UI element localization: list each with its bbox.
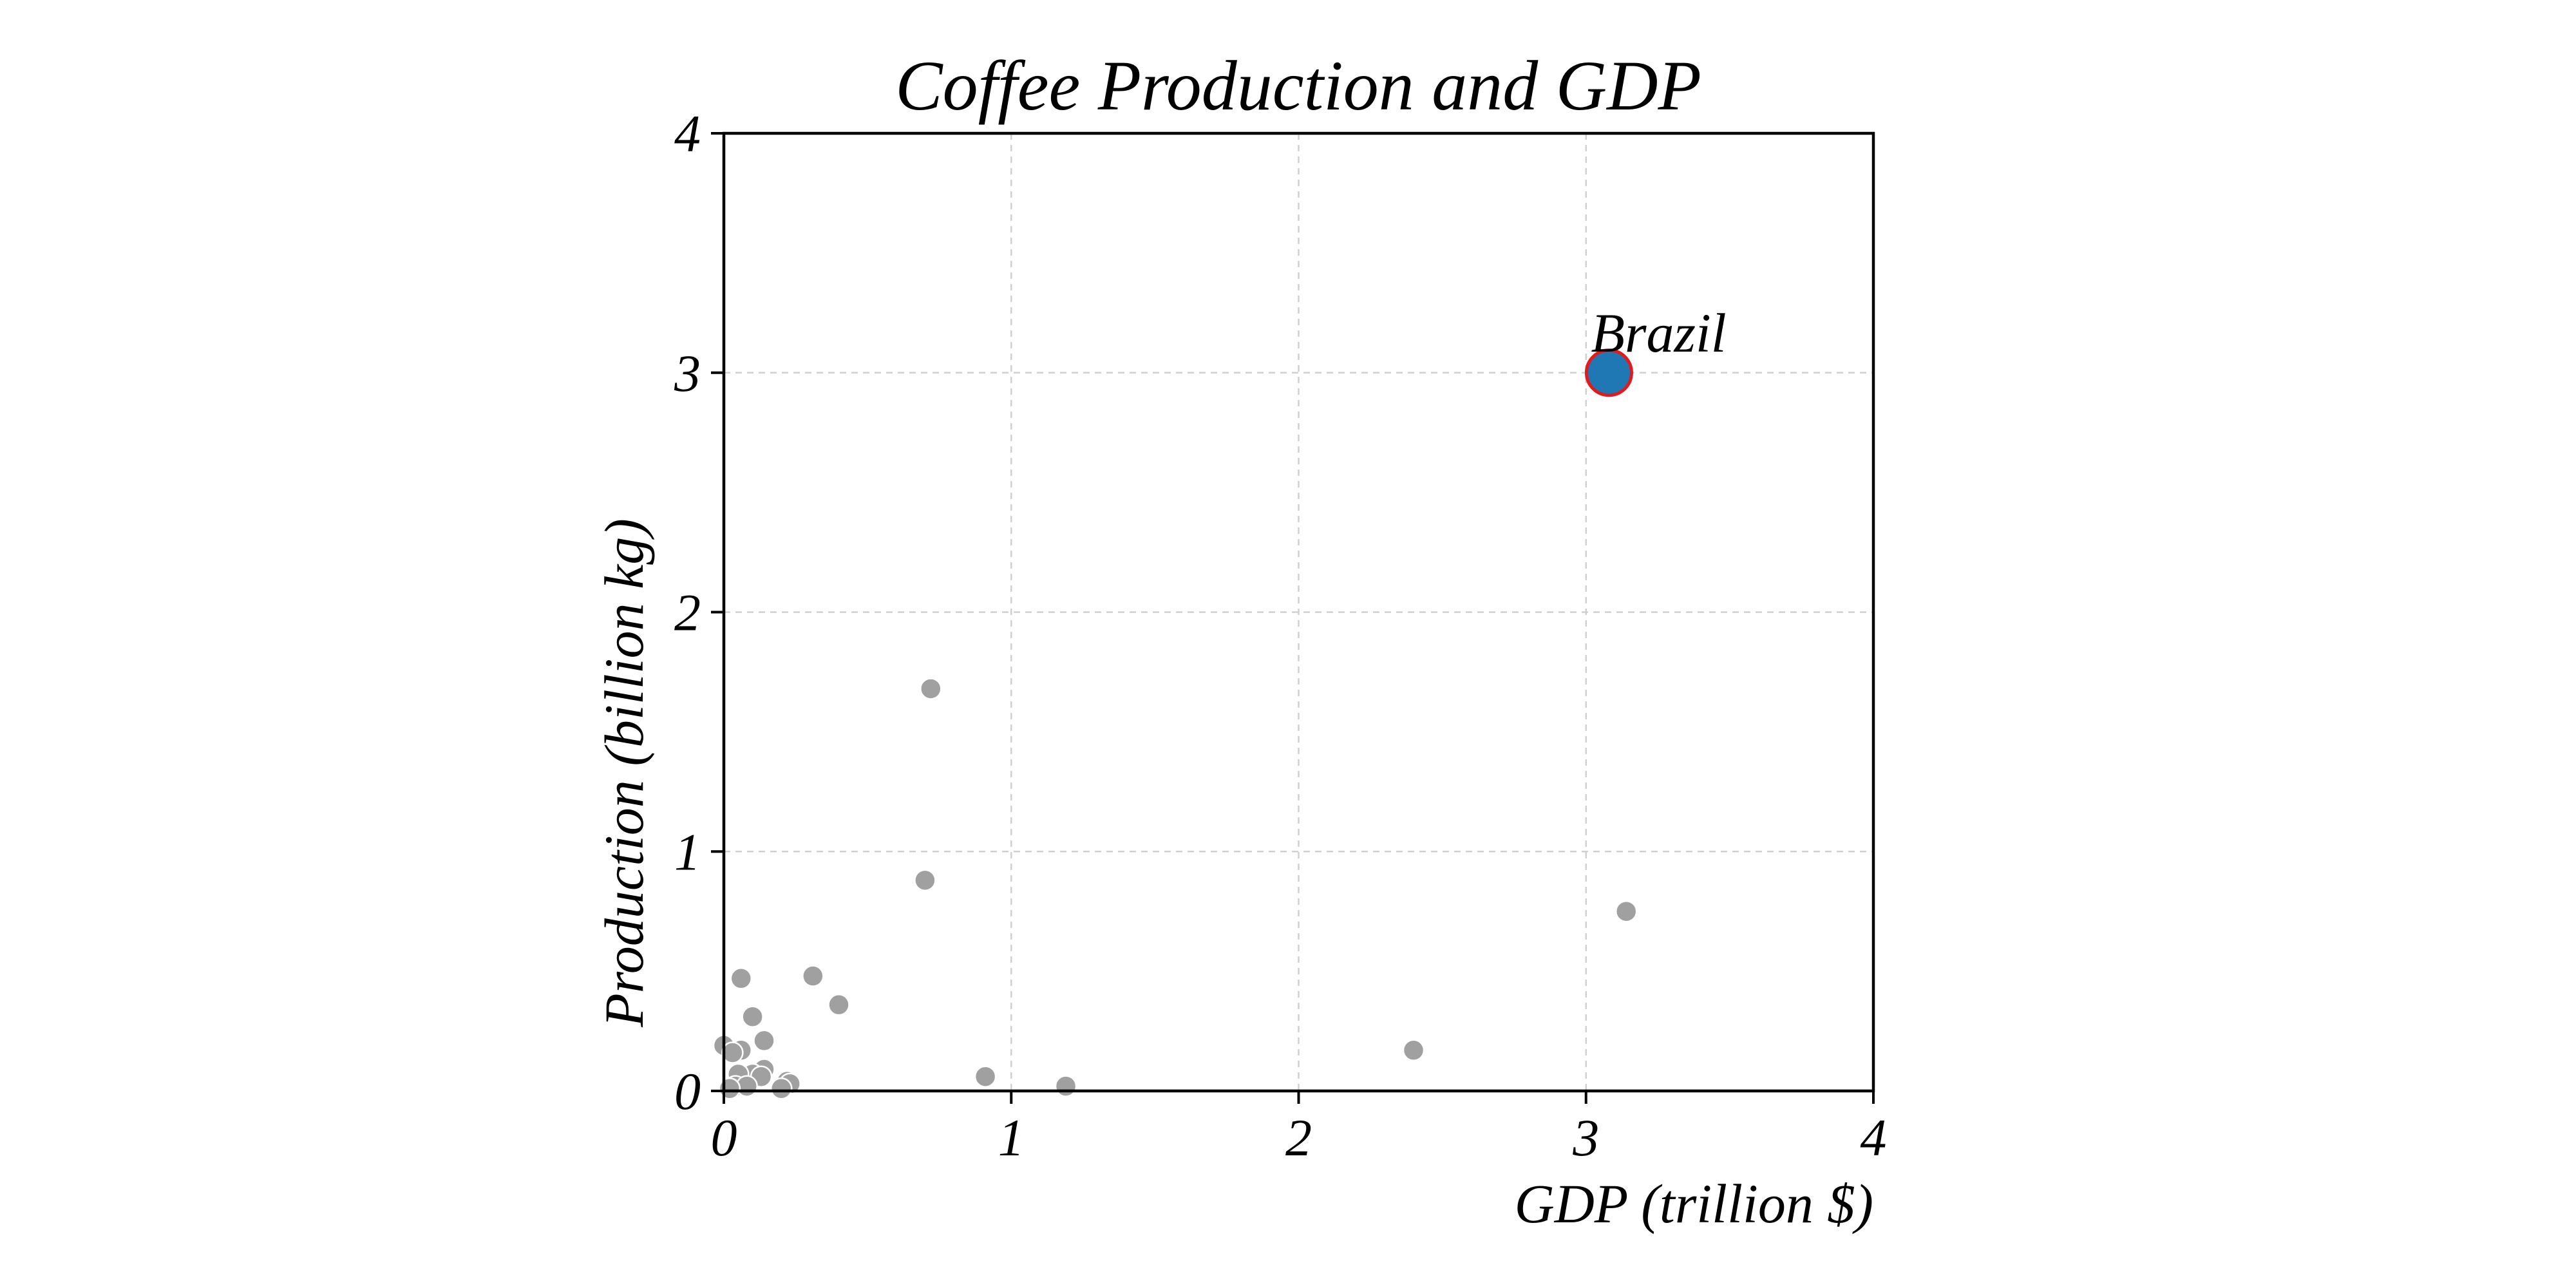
chart-title: Coffee Production and GDP	[895, 46, 1701, 125]
x-tick-label: 3	[1572, 1108, 1599, 1167]
data-point	[741, 1005, 764, 1028]
data-point	[1054, 1075, 1077, 1097]
data-point	[718, 1077, 741, 1100]
x-tick-label: 2	[1285, 1108, 1312, 1167]
data-point	[828, 993, 850, 1016]
y-tick-label: 3	[674, 344, 701, 402]
highlight-point	[1584, 348, 1633, 397]
y-tick-label: 1	[674, 822, 701, 881]
x-tick-label: 1	[998, 1108, 1025, 1167]
data-point	[1615, 900, 1638, 923]
axis-ticks: 0 1 2 3 4 0 1 2 3 4	[674, 104, 1887, 1167]
data-point	[721, 1041, 744, 1064]
data-point	[914, 869, 936, 892]
data-point	[730, 967, 753, 990]
highlight-label: Brazil	[1591, 302, 1726, 364]
data-point	[974, 1065, 997, 1088]
grid	[723, 132, 1875, 1092]
y-tick-label: 4	[674, 104, 701, 163]
data-point	[770, 1077, 793, 1100]
data-point	[753, 1029, 775, 1052]
x-tick-label: 0	[711, 1108, 737, 1167]
x-axis-label: GDP (trillion $)	[1515, 1173, 1873, 1235]
x-tick-label: 4	[1861, 1108, 1887, 1167]
data-point	[1402, 1039, 1425, 1062]
highlight-group: Brazil	[1584, 302, 1727, 397]
data-point	[920, 677, 942, 700]
y-axis-label: Production (billion kg)	[593, 518, 655, 1028]
data-points	[712, 677, 1638, 1100]
y-tick-label: 2	[674, 583, 701, 642]
data-point	[802, 965, 824, 987]
y-tick-label: 0	[674, 1062, 701, 1121]
